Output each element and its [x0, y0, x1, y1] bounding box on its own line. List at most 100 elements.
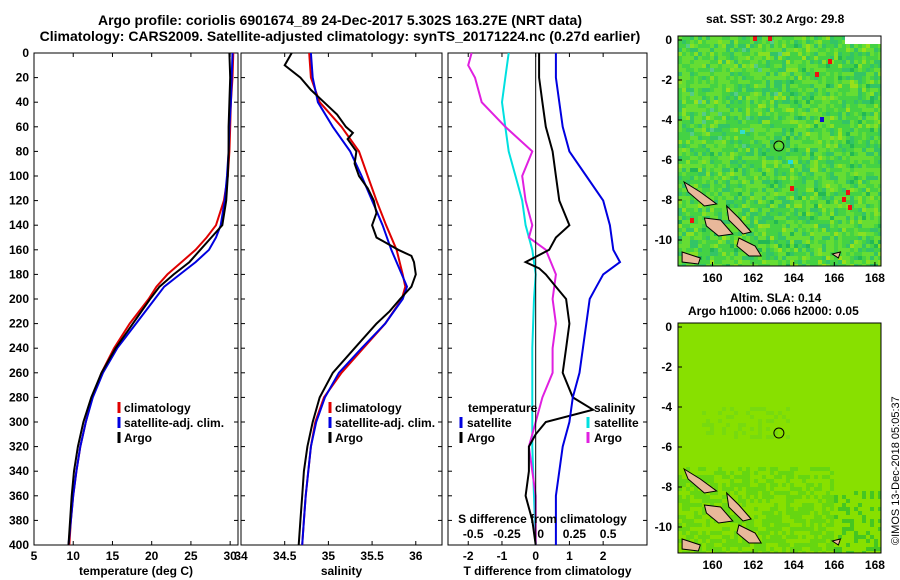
- map-cell: [862, 160, 866, 164]
- map-cell: [686, 415, 690, 419]
- map-cell: [842, 407, 846, 411]
- map-cell: [762, 92, 766, 96]
- map-cell: [730, 475, 734, 479]
- map-cell: [778, 124, 782, 128]
- map-cell: [702, 84, 706, 88]
- map-cell: [878, 471, 881, 475]
- map-cell: [726, 68, 730, 72]
- map-cell: [722, 443, 726, 447]
- map-cell: [858, 359, 862, 363]
- map-cell: [854, 331, 858, 335]
- map-cell: [818, 76, 822, 80]
- map-cell: [730, 148, 734, 152]
- map-cell: [822, 76, 826, 80]
- map-cell: [730, 96, 734, 100]
- map-cell: [810, 431, 814, 435]
- map-cell: [722, 200, 726, 204]
- map-cell: [826, 347, 830, 351]
- map-cell: [754, 96, 758, 100]
- map-cell: [746, 256, 750, 260]
- map-cell: [826, 387, 830, 391]
- map-cell: [770, 136, 774, 140]
- map-cell: [730, 76, 734, 80]
- map-cell: [814, 371, 818, 375]
- map-cell: [858, 419, 862, 423]
- map-cell: [698, 327, 702, 331]
- map-cell: [698, 343, 702, 347]
- map-cell: [758, 144, 762, 148]
- map-cell: [738, 192, 742, 196]
- map-cell: [754, 124, 758, 128]
- map-cell: [714, 100, 718, 104]
- map-cell: [730, 252, 734, 256]
- map-cell: [754, 120, 758, 124]
- map-cell: [846, 60, 850, 64]
- map-cell: [850, 232, 854, 236]
- map-cell: [686, 96, 690, 100]
- map-cell: [742, 92, 746, 96]
- map-cell: [878, 347, 881, 351]
- map-cell: [822, 335, 826, 339]
- map-cell: [686, 224, 690, 228]
- map-cell: [774, 68, 778, 72]
- map-cell: [698, 112, 702, 116]
- map-cell: [706, 331, 710, 335]
- map-cell: [794, 208, 798, 212]
- map-cell: [746, 327, 750, 331]
- map-cell: [754, 451, 758, 455]
- map-cell: [842, 44, 846, 48]
- map-cell: [690, 343, 694, 347]
- map-cell: [798, 323, 802, 327]
- map-cell: [858, 192, 862, 196]
- map-cell: [750, 467, 754, 471]
- map-cell: [834, 391, 838, 395]
- map-cell: [830, 100, 834, 104]
- map-cell: [818, 36, 822, 40]
- map-cell: [706, 463, 710, 467]
- map-cell: [790, 467, 794, 471]
- map-cell: [854, 335, 858, 339]
- map-cell: [874, 395, 878, 399]
- map-cell: [870, 48, 874, 52]
- map-cell: [778, 100, 782, 104]
- map-cell: [798, 104, 802, 108]
- map-cell: [854, 391, 858, 395]
- map-cell: [830, 200, 834, 204]
- map-cell: [702, 260, 706, 264]
- map-cell-hot: [753, 36, 757, 41]
- map-cell: [690, 96, 694, 100]
- map-cell: [722, 168, 726, 172]
- map-cell: [758, 244, 762, 248]
- map-cell: [730, 240, 734, 244]
- map-cell: [682, 120, 686, 124]
- map-cell: [798, 423, 802, 427]
- map-cell: [790, 391, 794, 395]
- map-cell: [734, 375, 738, 379]
- map-cell: [678, 435, 682, 439]
- map-cell: [858, 383, 862, 387]
- map-cell: [702, 224, 706, 228]
- map-cell: [798, 395, 802, 399]
- map-cell: [822, 383, 826, 387]
- map-cell: [802, 347, 806, 351]
- map-cell: [794, 68, 798, 72]
- map-cell: [778, 92, 782, 96]
- map-cell: [690, 120, 694, 124]
- map-cell: [870, 339, 874, 343]
- map-cell: [782, 383, 786, 387]
- map-cell: [726, 391, 730, 395]
- map-cell: [742, 184, 746, 188]
- map-cell: [862, 212, 866, 216]
- map-cell: [690, 435, 694, 439]
- map-cell: [782, 335, 786, 339]
- map-cell: [678, 144, 682, 148]
- map-cell: [750, 204, 754, 208]
- map-cell: [766, 96, 770, 100]
- map-cell: [782, 196, 786, 200]
- map-cell: [794, 128, 798, 132]
- map-cell: [842, 395, 846, 399]
- map-cell: [782, 260, 786, 264]
- map-cell: [858, 204, 862, 208]
- map-cell: [878, 264, 881, 266]
- map-cell: [878, 88, 881, 92]
